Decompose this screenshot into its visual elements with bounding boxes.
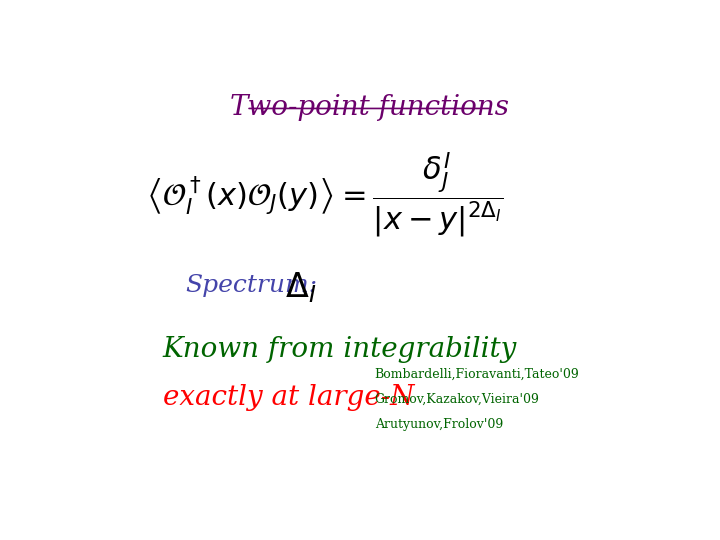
Text: Two-point functions: Two-point functions [230,94,508,121]
Text: Arutyunov,Frolov'09: Arutyunov,Frolov'09 [374,418,503,431]
Text: $\left\langle \mathcal{O}_I^\dagger(x)\mathcal{O}_J(y) \right\rangle = \dfrac{\d: $\left\langle \mathcal{O}_I^\dagger(x)\m… [145,151,503,240]
Text: exactly at large-N: exactly at large-N [163,384,414,411]
Text: $\Delta_I$: $\Delta_I$ [285,270,317,305]
Text: Spectrum:: Spectrum: [185,274,317,296]
Text: Bombardelli,Fioravanti,Tateo'09: Bombardelli,Fioravanti,Tateo'09 [374,368,580,381]
Text: Known from integrability: Known from integrability [163,336,517,363]
Text: Gromov,Kazakov,Vieira'09: Gromov,Kazakov,Vieira'09 [374,393,539,406]
